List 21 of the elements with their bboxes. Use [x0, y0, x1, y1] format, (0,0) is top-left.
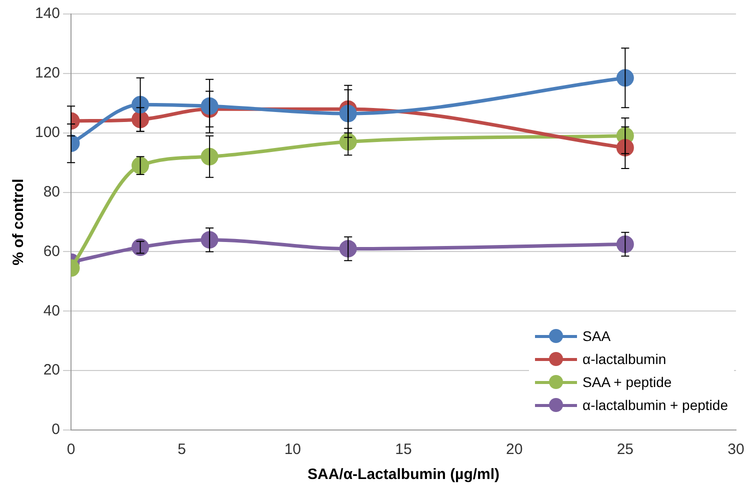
y-tick-label: 80: [43, 183, 60, 200]
x-tick-label: 20: [506, 441, 523, 458]
legend-label: α-lactalbumin: [582, 350, 666, 366]
legend-label: SAA + peptide: [582, 374, 672, 390]
x-tick-label: 0: [66, 441, 76, 458]
x-tick-label: 30: [728, 441, 744, 458]
x-axis-title: SAA/α-Lactalbumin (µg/ml): [307, 466, 500, 484]
legend-label: α-lactalbumin + peptide: [582, 396, 728, 412]
y-axis-title: % of control: [10, 178, 28, 266]
y-tick-label: 140: [34, 5, 60, 22]
legend-label: SAA: [582, 328, 611, 344]
x-tick-label: 25: [616, 441, 634, 458]
y-tick-label: 60: [43, 242, 60, 260]
x-tick-label: 5: [178, 441, 186, 458]
y-tick-label: 0: [52, 421, 60, 438]
y-tick-label: 120: [34, 64, 60, 82]
x-tick-label: 15: [395, 441, 412, 458]
y-tick-label: 100: [34, 124, 60, 141]
y-tick-label: 40: [43, 302, 60, 320]
x-tick-label: 10: [284, 441, 302, 458]
y-tick-label: 20: [43, 362, 60, 379]
